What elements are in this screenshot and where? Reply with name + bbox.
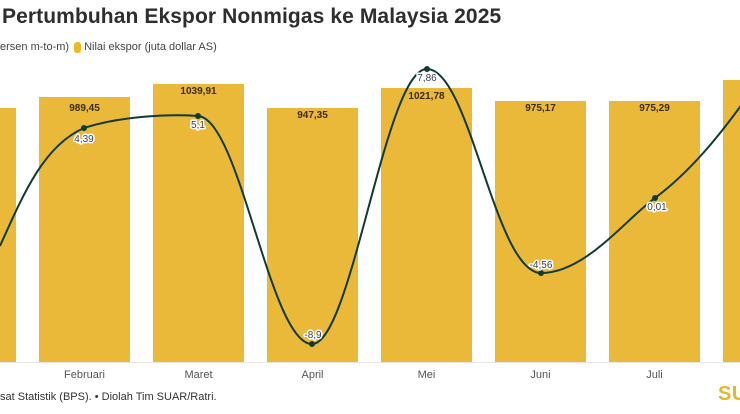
x-label-april: April — [301, 369, 323, 381]
point-juli — [652, 195, 658, 201]
legend-bar-label: Nilai ekspor (juta dollar AS) — [84, 41, 217, 53]
bar-februari — [39, 97, 130, 362]
x-axis-labels: Februari Maret April Mei Juni Juli — [64, 369, 663, 381]
legend-bar-swatch-icon — [74, 41, 82, 53]
x-label-juni: Juni — [530, 369, 550, 381]
bar-agustus — [723, 80, 740, 362]
bar-value-labels: 989,45 1039,91 947,35 1021,78 975,17 975… — [69, 86, 670, 121]
growth-points — [81, 66, 658, 347]
line-label-februari: 4,39 — [74, 134, 94, 145]
bar-label-juni: 975,17 — [525, 103, 556, 114]
x-label-mei: Mei — [418, 369, 436, 381]
bar-label-februari: 989,45 — [69, 103, 100, 114]
brand-logo: SU — [718, 383, 740, 405]
chart-title: Pertumbuhan Ekspor Nonmigas ke Malaysia … — [2, 5, 502, 28]
bar-label-juli: 975,29 — [639, 103, 670, 114]
bar-label-april: 947,35 — [297, 110, 328, 121]
line-label-juni: -4,56 — [530, 260, 553, 271]
x-label-februari: Februari — [64, 369, 105, 381]
line-label-mei: 7,86 — [417, 73, 437, 84]
bar-juni — [495, 101, 586, 362]
bar-juli — [609, 101, 700, 362]
bar-label-mei: 1021,78 — [408, 91, 445, 102]
chart-legend: ersen m-to-m) Nilai ekspor (juta dollar … — [0, 41, 217, 53]
line-label-maret: 5,1 — [191, 120, 205, 131]
legend-line-label: ersen m-to-m) — [0, 41, 70, 53]
point-maret — [195, 113, 201, 119]
growth-value-labels: 4,39 5,1 -8,9 7,86 -4,56 0,01 — [73, 72, 669, 343]
x-label-juli: Juli — [646, 369, 663, 381]
bar-april — [267, 108, 358, 362]
bar-maret — [153, 84, 244, 362]
line-label-juli: 0,01 — [647, 202, 667, 213]
bar-series — [0, 80, 740, 362]
x-label-maret: Maret — [184, 369, 212, 381]
growth-line — [0, 67, 740, 346]
line-label-april: -8,9 — [304, 330, 322, 341]
point-juni — [538, 270, 544, 276]
bar-label-maret: 1039,91 — [180, 86, 217, 97]
point-april — [309, 341, 315, 347]
source-note: sat Statistik (BPS). • Diolah Tim SUAR/R… — [0, 391, 217, 403]
bar-mei — [381, 88, 472, 362]
point-mei — [424, 66, 430, 72]
point-februari — [81, 125, 87, 131]
bar-januari — [0, 108, 16, 362]
